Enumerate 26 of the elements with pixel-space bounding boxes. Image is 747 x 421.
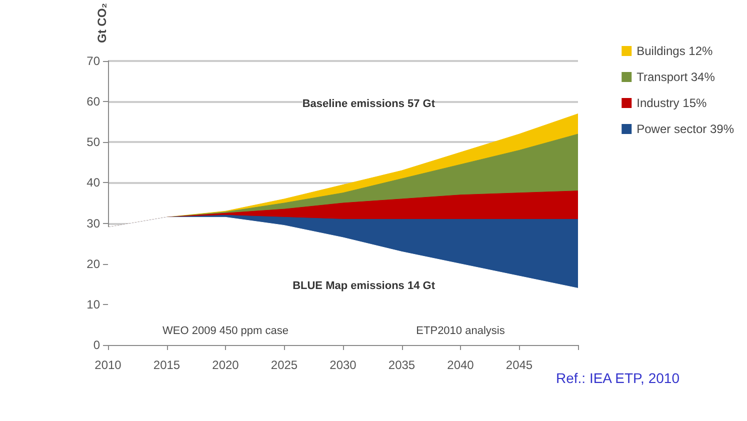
y-tick-label: 30 <box>86 216 100 230</box>
x-tick-label: 2010 <box>94 358 122 372</box>
y-tick-label: 70 <box>86 54 100 68</box>
y-axis-title: Gt CO₂ <box>95 3 109 43</box>
y-tick-label: 20 <box>86 256 100 271</box>
x-tick-label: 2045 <box>506 358 533 372</box>
legend-label: Buildings 12% <box>636 44 713 58</box>
x-tick-label: 2025 <box>270 358 298 372</box>
legend-label: Industry 15% <box>636 96 707 110</box>
x-tick-label: 2035 <box>388 358 416 372</box>
x-tick-label: 2030 <box>330 358 357 372</box>
x-tick-label: 2020 <box>212 358 240 372</box>
legend-label: Transport 34% <box>636 70 716 84</box>
x-tick-label: 2040 <box>447 358 474 372</box>
annotation: BLUE Map emissions 14 Gt <box>292 280 436 292</box>
y-tick-label: 10 <box>86 297 100 312</box>
y-tick-label: 60 <box>86 94 100 109</box>
text: Ref.: IEA ETP, 2010 <box>556 370 680 386</box>
annotation: ETP2010 analysis <box>416 325 506 337</box>
y-tick-label: 0 <box>93 338 100 352</box>
y-tick-label: 40 <box>86 176 100 190</box>
annotation: Baseline emissions 57 Gt <box>302 98 436 110</box>
x-tick-label: 2015 <box>153 358 180 372</box>
legend-label: Power sector 39% <box>636 122 734 136</box>
annotation: WEO 2009 450 ppm case <box>162 325 288 337</box>
y-tick-label: 50 <box>86 135 100 150</box>
